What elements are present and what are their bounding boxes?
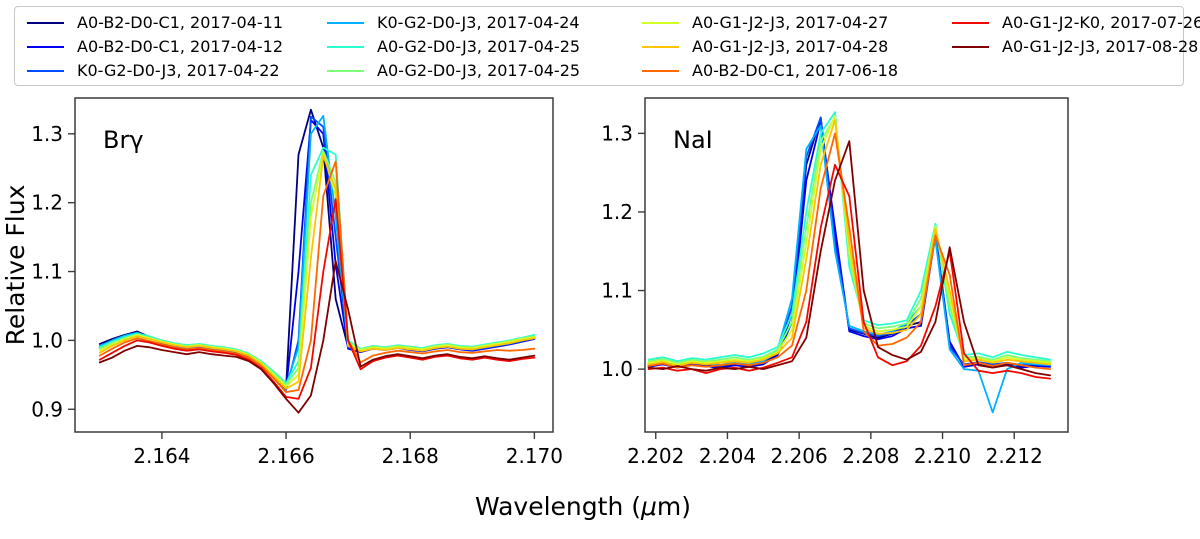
legend-label: A0-G2-D0-J3, 2017-04-25 bbox=[377, 37, 581, 56]
legend-line-swatch bbox=[327, 22, 364, 24]
y-axis-label: Relative Flux bbox=[1, 185, 30, 346]
legend-item: A0-G1-J2-J3, 2017-04-27 bbox=[642, 11, 952, 35]
nai-panel: 2.202 2.204 2.206 2.208 2.210 2.212 1.0 1.1 1.2 1… bbox=[601, 97, 1069, 468]
panel-label-nai: NaI bbox=[673, 126, 713, 154]
legend-label: A0-B2-D0-C1, 2017-04-11 bbox=[77, 13, 284, 32]
legend-label: A0-G1-J2-K0, 2017-07-26 bbox=[1002, 13, 1200, 32]
legend-item: A0-G1-J2-K0, 2017-07-26 bbox=[952, 11, 1200, 35]
x-tick-label: 2.206 bbox=[771, 444, 828, 468]
spectrum-line bbox=[98, 198, 536, 400]
axes-frame bbox=[74, 97, 554, 433]
brgamma-panel: 2.164 2.166 2.168 2.170 0.9 1.0 1.1 1.2 1.3 Brγ bbox=[31, 97, 563, 468]
legend-line-swatch bbox=[642, 22, 679, 24]
spectrum-line bbox=[647, 132, 1051, 371]
spectrum-line bbox=[647, 163, 1051, 380]
spectrum-line bbox=[98, 160, 536, 394]
legend-item: A0-G2-D0-J3, 2017-04-25 bbox=[327, 59, 642, 83]
legend-line-swatch bbox=[27, 46, 64, 48]
legend-line-swatch bbox=[952, 22, 989, 24]
x-tick-label: 2.170 bbox=[506, 444, 563, 468]
y-tick-label: 0.9 bbox=[31, 397, 63, 421]
legend-item: A0-G1-J2-J3, 2017-08-28 bbox=[952, 35, 1200, 59]
legend-line-swatch bbox=[27, 70, 64, 72]
legend-item: A0-B2-D0-C1, 2017-04-11 bbox=[27, 11, 327, 35]
x-tick-label: 2.164 bbox=[133, 444, 190, 468]
legend-line-swatch bbox=[642, 70, 679, 72]
legend-line-swatch bbox=[327, 70, 364, 72]
x-tick-label: 2.210 bbox=[914, 444, 971, 468]
x-tick-label: 2.212 bbox=[986, 444, 1043, 468]
spectrum-line bbox=[647, 115, 1051, 366]
legend-item: A0-B2-D0-C1, 2017-04-12 bbox=[27, 35, 327, 59]
legend-line-swatch bbox=[952, 46, 989, 48]
legend: A0-B2-D0-C1, 2017-04-11 A0-B2-D0-C1, 2017… bbox=[14, 6, 1200, 86]
legend-label: A0-G1-J2-J3, 2017-08-28 bbox=[1002, 37, 1199, 56]
legend-label: K0-G2-D0-J3, 2017-04-22 bbox=[77, 61, 280, 80]
y-tick-label: 1.0 bbox=[601, 357, 633, 381]
legend-label: A0-G1-J2-J3, 2017-04-28 bbox=[692, 37, 889, 56]
y-tick-label: 1.2 bbox=[601, 200, 633, 224]
y-tick-label: 1.1 bbox=[601, 279, 633, 303]
spectrum-line bbox=[98, 154, 536, 390]
legend-line-swatch bbox=[642, 46, 679, 48]
x-tick-label: 2.166 bbox=[257, 444, 314, 468]
legend-label: K0-G2-D0-J3, 2017-04-24 bbox=[377, 13, 580, 32]
x-axis-label: Wavelength (μm) bbox=[475, 492, 691, 521]
spectrum-line bbox=[647, 116, 1051, 364]
legend-line-swatch bbox=[27, 22, 64, 24]
spectrum-line bbox=[647, 140, 1051, 377]
legend-item: A0-G1-J2-J3, 2017-04-28 bbox=[642, 35, 952, 59]
legend-item: K0-G2-D0-J3, 2017-04-24 bbox=[327, 11, 642, 35]
y-tick-label: 1.3 bbox=[601, 121, 633, 145]
panel-label-brgamma: Brγ bbox=[103, 126, 144, 154]
spectrum-line bbox=[98, 260, 536, 414]
y-tick-label: 1.0 bbox=[31, 328, 63, 352]
x-tick-label: 2.204 bbox=[699, 444, 756, 468]
x-tick-label: 2.168 bbox=[382, 444, 439, 468]
legend-label: A0-B2-D0-C1, 2017-04-12 bbox=[77, 37, 284, 56]
x-tick-label: 2.202 bbox=[627, 444, 684, 468]
legend-item: A0-B2-D0-C1, 2017-06-18 bbox=[642, 59, 952, 83]
legend-label: A0-B2-D0-C1, 2017-06-18 bbox=[692, 61, 899, 80]
y-tick-label: 1.1 bbox=[31, 260, 63, 284]
legend-line-swatch bbox=[327, 46, 364, 48]
legend-label: A0-G1-J2-J3, 2017-04-27 bbox=[692, 13, 889, 32]
legend-item: A0-G2-D0-J3, 2017-04-25 bbox=[327, 35, 642, 59]
spectrum-line bbox=[647, 124, 1051, 414]
x-tick-label: 2.208 bbox=[842, 444, 899, 468]
y-tick-label: 1.2 bbox=[31, 191, 63, 215]
y-tick-label: 1.3 bbox=[31, 122, 63, 146]
legend-item: K0-G2-D0-J3, 2017-04-22 bbox=[27, 59, 327, 83]
legend-label: A0-G2-D0-J3, 2017-04-25 bbox=[377, 61, 581, 80]
spectrum-line bbox=[647, 119, 1051, 367]
axes-frame bbox=[644, 97, 1069, 433]
spectrum-line bbox=[647, 111, 1051, 363]
